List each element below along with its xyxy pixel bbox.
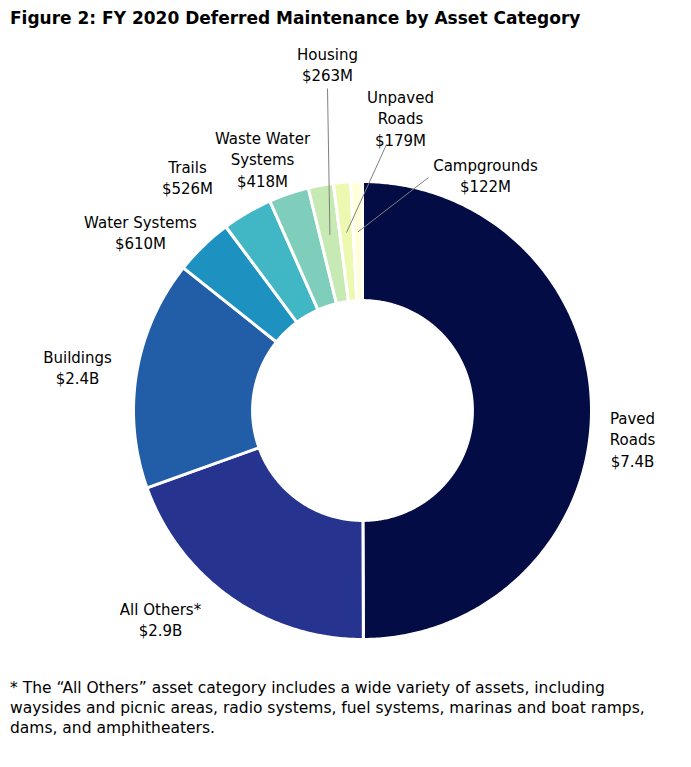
svg-text:Waste WaterSystems$418M: Waste WaterSystems$418M	[215, 130, 311, 192]
svg-text:Housing$263M: Housing$263M	[297, 46, 358, 86]
svg-text:Buildings$2.4B: Buildings$2.4B	[43, 349, 112, 389]
svg-text:Campgrounds$122M: Campgrounds$122M	[433, 157, 538, 197]
html-text:Figure 2: FY 2020 Deferred Mai: Figure 2: FY 2020 Deferred Maintenance b…	[10, 8, 581, 28]
svg-text:PavedRoads$7.4B: PavedRoads$7.4B	[610, 410, 656, 472]
svg-text:Water Systems$610M: Water Systems$610M	[84, 214, 197, 254]
svg-text:All Others*$2.9B: All Others*$2.9B	[120, 601, 202, 641]
svg-text:UnpavedRoads$179M: UnpavedRoads$179M	[367, 89, 434, 150]
html-text:* The “All Others” asset categ: * The “All Others” asset category includ…	[10, 679, 645, 738]
svg-text:Trails$526M: Trails$526M	[162, 159, 213, 199]
